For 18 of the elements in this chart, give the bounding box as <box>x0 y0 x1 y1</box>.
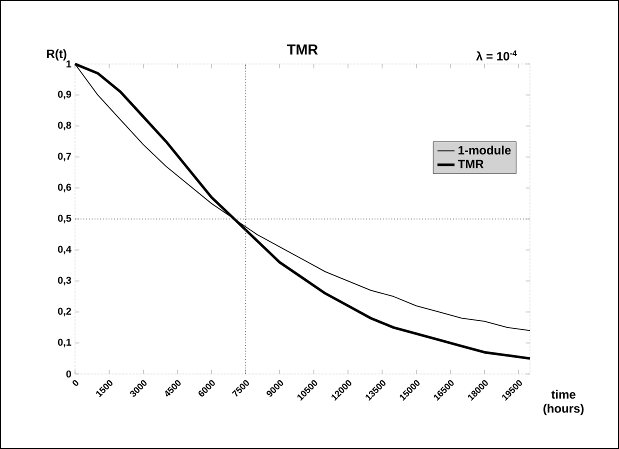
y-tick-label: 0,9 <box>58 90 72 100</box>
y-tick-label: 0,5 <box>58 214 72 224</box>
text: λ = 10$^{-4}$ <box>476 50 517 60</box>
x-tick-label: 0 <box>72 380 78 386</box>
x-axis-title: time (hours) <box>543 390 584 416</box>
y-tick-label: 0,3 <box>58 276 72 286</box>
legend-label: TMR <box>458 160 484 168</box>
y-axis-title: R(t) <box>47 49 66 60</box>
y-tick-label: 0,4 <box>58 246 72 254</box>
y-tick-label: 0,7 <box>58 152 72 162</box>
y-tick-label: 0,8 <box>58 122 72 130</box>
y-tick-label: 0,2 <box>58 308 72 316</box>
y-tick-label: 1 <box>66 60 72 68</box>
y-tick-label: 0 <box>66 370 72 378</box>
y-tick-label: 0,1 <box>58 338 72 348</box>
legend-label: 1-module <box>458 146 511 154</box>
chart-title: TMR <box>287 44 318 54</box>
y-tick-label: 0,6 <box>58 184 72 192</box>
